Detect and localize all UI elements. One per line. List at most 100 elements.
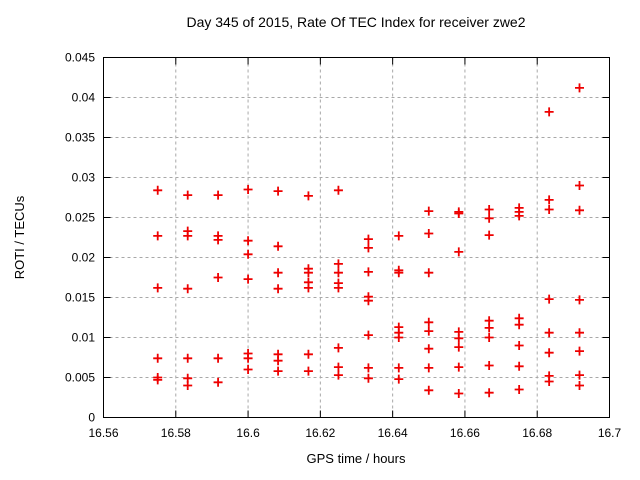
data-point-marker bbox=[394, 333, 404, 342]
y-tick-label: 0.025 bbox=[65, 211, 95, 225]
data-point-marker bbox=[514, 385, 524, 394]
data-point-marker bbox=[424, 206, 434, 216]
data-point-marker bbox=[153, 353, 163, 363]
data-point-marker bbox=[273, 356, 283, 366]
data-point-marker bbox=[424, 344, 434, 354]
data-point-marker bbox=[424, 326, 434, 336]
x-tick-label: 16.58 bbox=[161, 426, 191, 440]
data-point-marker bbox=[243, 365, 253, 374]
data-point-marker bbox=[363, 267, 373, 277]
data-point-marker bbox=[333, 362, 343, 372]
data-point-marker bbox=[544, 294, 554, 304]
data-point-marker bbox=[484, 323, 494, 333]
y-tick-label: 0.02 bbox=[72, 251, 96, 265]
data-point-marker bbox=[454, 342, 464, 352]
y-tick-label: 0.03 bbox=[72, 171, 96, 185]
y-tick-label: 0.015 bbox=[65, 291, 95, 305]
data-point-marker bbox=[544, 377, 554, 386]
data-point-marker bbox=[183, 231, 193, 241]
x-tick-label: 16.66 bbox=[450, 426, 480, 440]
x-tick-label: 16.56 bbox=[88, 426, 118, 440]
data-point-marker bbox=[243, 249, 253, 259]
y-tick-label: 0.045 bbox=[65, 51, 95, 65]
data-point-marker bbox=[544, 195, 554, 205]
data-point-marker bbox=[183, 190, 193, 200]
data-points bbox=[153, 83, 585, 398]
data-point-marker bbox=[273, 284, 283, 294]
data-point-marker bbox=[273, 366, 283, 376]
data-point-marker bbox=[424, 363, 434, 373]
data-point-marker bbox=[484, 361, 494, 370]
data-point-marker bbox=[424, 229, 434, 238]
data-point-marker bbox=[303, 349, 313, 359]
data-point-marker bbox=[575, 328, 585, 338]
data-point-marker bbox=[424, 385, 434, 395]
data-point-marker bbox=[363, 330, 373, 340]
x-tick-label: 16.68 bbox=[522, 426, 552, 440]
chart-title: Day 345 of 2015, Rate Of TEC Index for r… bbox=[186, 14, 525, 30]
data-point-marker bbox=[183, 381, 193, 390]
data-point-marker bbox=[575, 181, 585, 190]
data-point-marker bbox=[454, 209, 464, 218]
data-point-marker bbox=[424, 317, 434, 327]
data-point-marker bbox=[183, 284, 193, 294]
data-point-marker bbox=[544, 328, 554, 338]
data-point-marker bbox=[213, 353, 223, 363]
data-point-marker bbox=[575, 295, 585, 305]
data-point-marker bbox=[273, 241, 283, 251]
x-tick-label: 16.6 bbox=[236, 426, 260, 440]
x-tick-label: 16.7 bbox=[598, 426, 622, 440]
data-point-marker bbox=[303, 191, 313, 201]
data-point-marker bbox=[575, 346, 585, 356]
data-point-marker bbox=[514, 211, 524, 221]
y-tick-label: 0.04 bbox=[72, 91, 96, 105]
data-point-marker bbox=[394, 231, 404, 241]
data-point-marker bbox=[484, 333, 494, 342]
data-point-marker bbox=[454, 362, 464, 372]
plot-border bbox=[103, 57, 610, 418]
data-point-marker bbox=[484, 213, 494, 223]
data-point-marker bbox=[333, 185, 343, 195]
data-point-marker bbox=[243, 274, 253, 284]
data-point-marker bbox=[363, 234, 373, 244]
data-point-marker bbox=[153, 375, 163, 385]
data-point-marker bbox=[575, 370, 585, 380]
data-point-marker bbox=[575, 381, 585, 390]
y-tick-label: 0.01 bbox=[72, 331, 96, 345]
data-point-marker bbox=[514, 361, 524, 371]
data-point-marker bbox=[424, 268, 434, 278]
data-point-marker bbox=[153, 231, 163, 241]
data-point-marker bbox=[243, 185, 253, 194]
data-point-marker bbox=[484, 230, 494, 240]
data-point-marker bbox=[454, 389, 464, 398]
axis-ticks bbox=[103, 57, 610, 418]
data-point-marker bbox=[333, 343, 343, 353]
data-point-marker bbox=[514, 320, 524, 330]
data-point-marker bbox=[484, 388, 494, 398]
x-tick-label: 16.64 bbox=[378, 426, 408, 440]
data-point-marker bbox=[303, 366, 313, 376]
data-point-marker bbox=[575, 83, 585, 93]
data-point-marker bbox=[183, 353, 193, 363]
data-point-marker bbox=[243, 236, 253, 246]
data-point-marker bbox=[363, 243, 373, 253]
data-point-marker bbox=[153, 185, 163, 195]
data-point-marker bbox=[333, 268, 343, 278]
data-point-marker bbox=[394, 363, 404, 373]
x-tick-label: 16.62 bbox=[305, 426, 335, 440]
data-point-marker bbox=[273, 268, 283, 278]
data-point-marker bbox=[394, 374, 404, 384]
data-point-marker bbox=[333, 283, 343, 293]
data-point-marker bbox=[454, 333, 464, 343]
data-point-marker bbox=[213, 190, 223, 200]
data-point-marker bbox=[213, 377, 223, 387]
data-point-marker bbox=[273, 186, 283, 196]
data-point-marker bbox=[544, 107, 554, 117]
data-point-marker bbox=[333, 370, 343, 380]
data-point-marker bbox=[243, 353, 253, 363]
y-axis-label: ROTI / TECUs bbox=[12, 195, 27, 279]
data-point-marker bbox=[394, 268, 404, 278]
data-point-marker bbox=[303, 283, 313, 293]
